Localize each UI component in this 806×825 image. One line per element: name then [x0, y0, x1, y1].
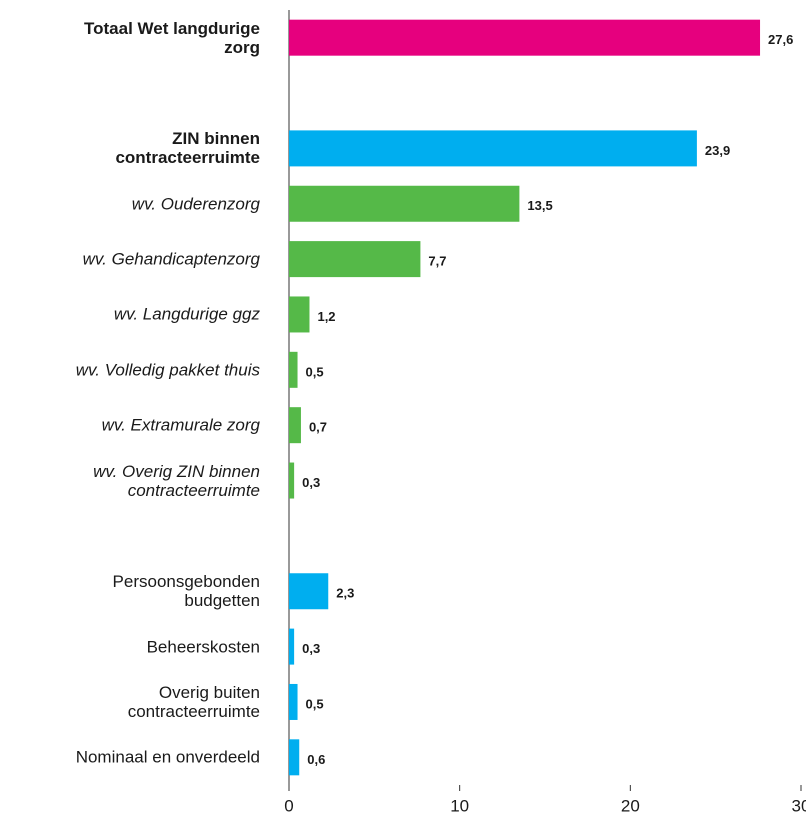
bar	[289, 19, 761, 56]
value-label: 0,3	[302, 641, 320, 656]
value-label: 27,6	[768, 32, 793, 47]
bar	[289, 296, 310, 333]
category-label: wv. Gehandicaptenzorg	[82, 249, 260, 269]
bar	[289, 185, 520, 222]
bar	[289, 351, 298, 388]
x-tick-label: 0	[284, 796, 293, 815]
value-label: 7,7	[428, 254, 446, 269]
bar	[289, 739, 300, 776]
x-tick-label: 10	[450, 796, 469, 815]
category-label: wv. Ouderenzorg	[131, 194, 260, 214]
value-label: 1,2	[317, 309, 335, 324]
value-label: 0,7	[309, 420, 327, 435]
bar	[289, 241, 421, 278]
category-label: Persoonsgebonden budgetten	[112, 572, 260, 611]
category-label: wv. Volledig pakket thuis	[75, 360, 260, 380]
category-label: Totaal Wet langdurige zorg	[84, 18, 260, 57]
bar	[289, 407, 301, 444]
value-label: 0,5	[306, 364, 324, 379]
value-label: 2,3	[336, 586, 354, 601]
category-label: Nominaal en onverdeeld	[75, 747, 260, 767]
value-label: 23,9	[705, 143, 730, 158]
category-label: wv. Langdurige ggz	[113, 304, 260, 324]
category-label: Overig buiten contracteerruimte	[127, 682, 260, 721]
value-label: 13,5	[527, 198, 552, 213]
bar	[289, 573, 329, 610]
value-label: 0,5	[306, 696, 324, 711]
category-label: Beheerskosten	[146, 637, 260, 657]
value-label: 0,6	[307, 752, 325, 767]
x-tick-label: 20	[621, 796, 640, 815]
category-label: ZIN binnen contracteerruimte	[115, 129, 260, 168]
bar	[289, 462, 295, 499]
bar	[289, 628, 295, 665]
category-label: wv. Overig ZIN binnen contracteerruimte	[93, 461, 260, 500]
value-label: 0,3	[302, 475, 320, 490]
bar	[289, 130, 697, 167]
x-tick-label: 30	[792, 796, 806, 815]
bar	[289, 683, 298, 720]
category-label: wv. Extramurale zorg	[101, 415, 260, 435]
